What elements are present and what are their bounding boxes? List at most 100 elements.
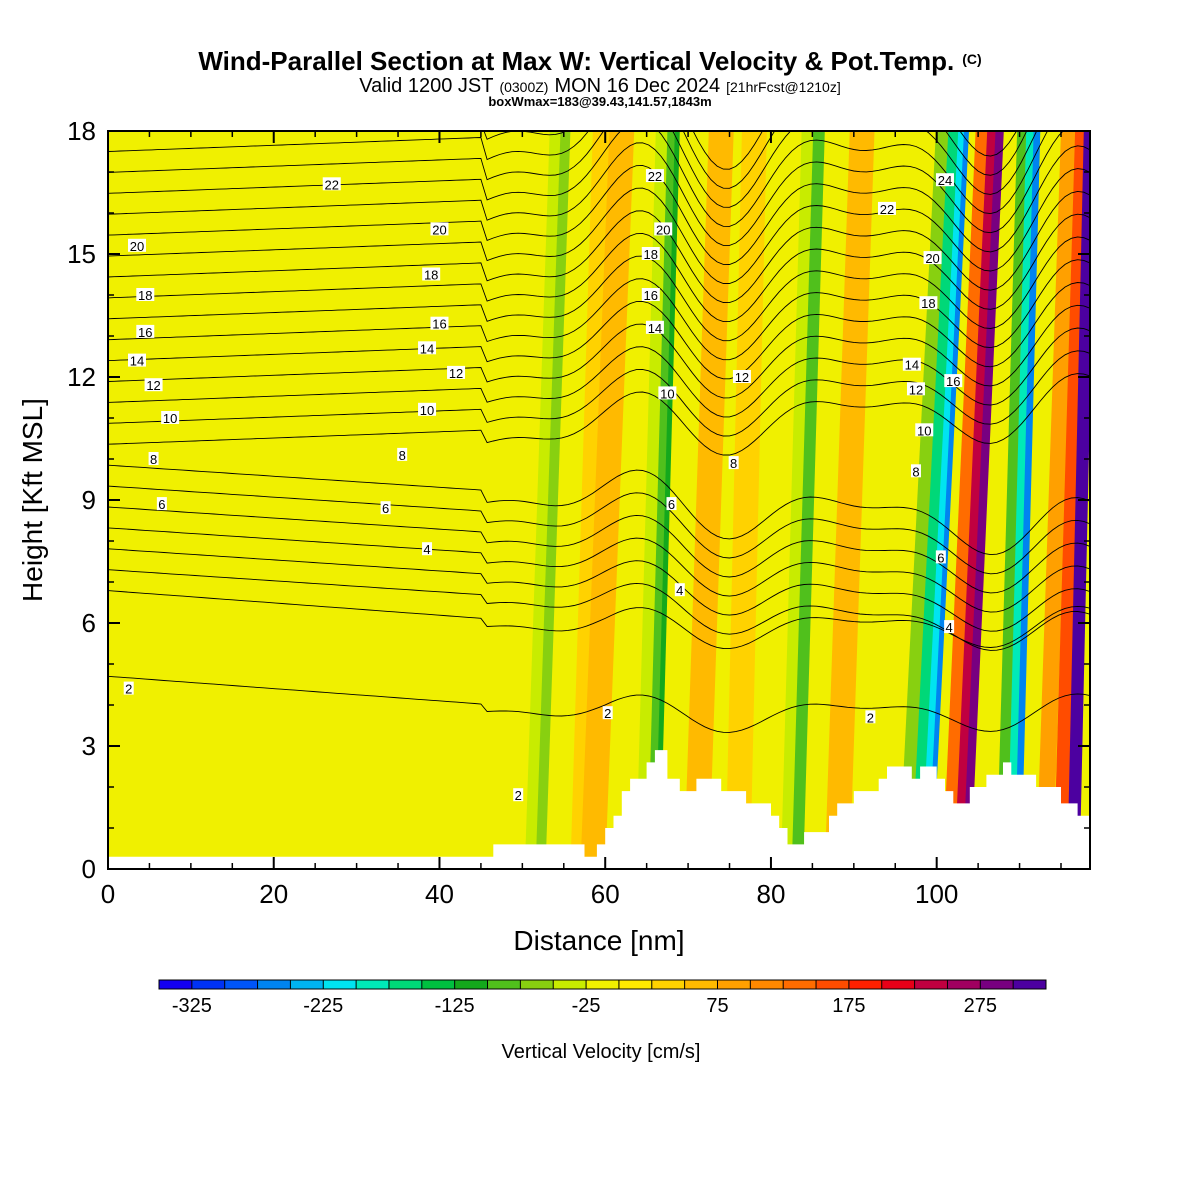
theta-contour-label: 12: [447, 365, 466, 381]
svg-text:16: 16: [946, 374, 960, 389]
theta-contour-label: 12: [906, 382, 925, 397]
svg-text:22: 22: [648, 169, 662, 184]
boxwmax-line: boxWmax=183@39.43,141.57,1843m: [488, 94, 711, 109]
x-axis: 0 20 40 60 80 100: [101, 131, 1062, 909]
theta-contour: [108, 190, 1090, 304]
colorbar-swatch: [750, 980, 784, 989]
colorbar-swatch: [356, 980, 390, 989]
colorbar: -325 -225 -125 -25 75 175 275: [158, 979, 1047, 1017]
x-tick-label: 80: [756, 879, 785, 909]
theta-contour-label: 8: [728, 456, 739, 471]
colorbar-title: Vertical Velocity [cm/s]: [502, 1041, 701, 1063]
svg-text:10: 10: [917, 423, 931, 438]
colorbar-swatch: [487, 980, 521, 989]
theta-contour-label: 14: [645, 320, 664, 336]
colorbar-swatch: [191, 980, 226, 989]
x-tick-label: 100: [915, 879, 958, 909]
svg-text:6: 6: [937, 550, 944, 565]
colorbar-swatch: [684, 980, 718, 989]
theta-contour-label: 16: [944, 374, 963, 389]
theta-contour-label: 4: [422, 542, 433, 557]
theta-contour-label: 12: [732, 370, 751, 385]
theta-contour-label: 18: [136, 288, 155, 303]
theta-contour: [108, 527, 1090, 613]
y-tick-label: 3: [82, 731, 96, 761]
theta-contour-label: 24: [935, 173, 954, 188]
velocity-band-8: [725, 131, 767, 869]
svg-text:2: 2: [867, 710, 874, 725]
svg-text:16: 16: [644, 288, 658, 303]
colorbar-swatch: [980, 980, 1014, 989]
theta-contour-label: 8: [910, 464, 921, 479]
colorbar-swatch: [586, 980, 620, 989]
x-tick-label: 60: [591, 879, 620, 909]
y-tick-label: 18: [67, 116, 96, 146]
svg-text:16: 16: [432, 317, 446, 332]
theta-contour: [108, 485, 1090, 575]
colorbar-swatch: [1013, 980, 1047, 989]
colorbar-swatch: [388, 980, 423, 989]
theta-contour: [108, 131, 1064, 246]
theta-contour-label: 22: [877, 201, 896, 217]
theta-contour-label: 16: [430, 316, 449, 332]
theta-contour-label: 20: [430, 222, 449, 237]
colorbar-swatch: [257, 980, 291, 989]
colorbar-swatch: [651, 980, 686, 989]
y-tick-label: 9: [82, 485, 96, 515]
colorbar-swatch: [454, 980, 488, 989]
velocity-band-15: [927, 131, 969, 869]
svg-text:10: 10: [420, 403, 434, 418]
theta-contour-label: 6: [666, 497, 677, 512]
velocity-band-3: [580, 131, 635, 869]
svg-text:8: 8: [150, 452, 157, 467]
svg-text:2: 2: [604, 706, 611, 721]
svg-text:16: 16: [138, 325, 152, 340]
theta-contour-label: 8: [148, 452, 159, 467]
svg-text:20: 20: [432, 222, 446, 237]
svg-text:20: 20: [925, 251, 939, 266]
theta-contour-label: 10: [915, 423, 934, 438]
svg-text:20: 20: [656, 222, 670, 237]
theta-contour-label: 14: [418, 341, 437, 356]
theta-contour: [108, 675, 1090, 733]
chart-title: Wind-Parallel Section at Max W: Vertical…: [198, 46, 981, 76]
theta-contour-label: 4: [944, 620, 955, 635]
colorbar-swatch: [224, 980, 258, 989]
velocity-band-2: [570, 131, 610, 869]
svg-text:12: 12: [146, 378, 160, 393]
theta-contour: [108, 282, 1090, 380]
theta-contour: [108, 590, 1090, 650]
x-axis-label: Distance [nm]: [513, 925, 684, 956]
theta-contour: [108, 168, 1090, 284]
colorbar-swatch: [290, 980, 324, 989]
field-region-lowleft: [108, 512, 481, 869]
x-tick-label: 0: [101, 879, 115, 909]
colorbar-swatch: [914, 980, 948, 989]
theta-contour: [108, 506, 1090, 594]
y-tick-label: 6: [82, 608, 96, 638]
theta-contour: [108, 464, 1090, 556]
svg-text:14: 14: [130, 354, 144, 369]
svg-text:4: 4: [423, 542, 430, 557]
theta-contour: [108, 569, 1090, 651]
colorbar-swatch: [618, 980, 653, 989]
svg-text:2: 2: [515, 788, 522, 803]
svg-text:12: 12: [735, 370, 749, 385]
theta-contour: [108, 548, 1090, 632]
field-region-strip: [480, 131, 531, 869]
colorbar-tick-label: -225: [303, 995, 343, 1017]
theta-contour-label: 6: [380, 501, 391, 516]
theta-contour-label: 14: [902, 357, 921, 373]
svg-text:18: 18: [644, 247, 658, 262]
svg-text:14: 14: [420, 341, 434, 356]
colorbar-swatch: [881, 980, 915, 989]
colorbar-swatch: [848, 980, 883, 989]
theta-contour-label: 14: [128, 353, 147, 369]
theta-contour-label: 22: [645, 169, 664, 184]
field-region-plume-c: [406, 426, 457, 705]
theta-contour-label: 4: [674, 583, 685, 598]
colorbar-swatch: [159, 980, 193, 989]
